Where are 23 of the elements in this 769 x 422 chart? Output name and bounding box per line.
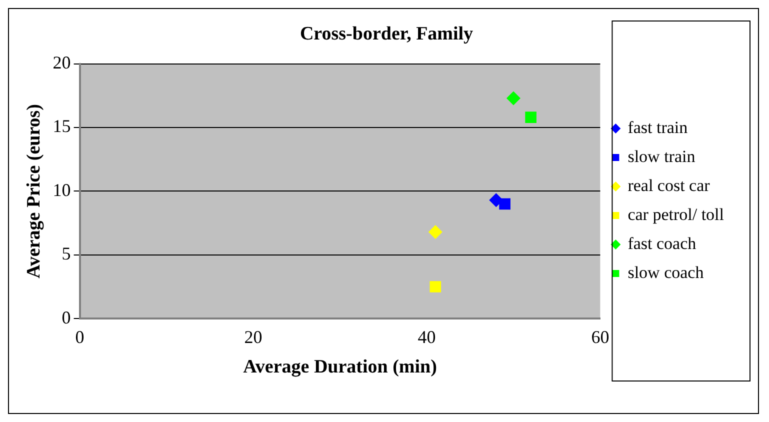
y-tick-label: 0 bbox=[62, 307, 71, 328]
legend-label: fast train bbox=[628, 118, 688, 137]
y-tick-label: 15 bbox=[52, 116, 71, 136]
chart-title: Cross-border, Family bbox=[300, 23, 474, 44]
x-tick-label: 0 bbox=[75, 327, 84, 348]
x-axis-title: Average Duration (min) bbox=[243, 356, 437, 378]
legend-label: fast coach bbox=[628, 234, 697, 253]
legend-label: real cost car bbox=[628, 176, 710, 195]
x-tick-label: 20 bbox=[244, 327, 262, 348]
legend-label: slow coach bbox=[628, 262, 704, 282]
point bbox=[428, 224, 442, 239]
point bbox=[489, 193, 504, 208]
point bbox=[506, 91, 520, 106]
y-axis-title: Average Price (euros) bbox=[23, 104, 44, 278]
y-tick-label: 5 bbox=[62, 244, 71, 264]
y-tick-label: 10 bbox=[52, 180, 71, 200]
x-tick-label: 60 bbox=[591, 327, 610, 348]
x-tick-label: 40 bbox=[418, 327, 436, 348]
legend-label: car petrol/ toll bbox=[628, 204, 724, 224]
point bbox=[525, 112, 536, 123]
point bbox=[430, 281, 442, 292]
y-tick-label: 20 bbox=[52, 52, 71, 73]
legend-label: slow train bbox=[628, 146, 696, 166]
